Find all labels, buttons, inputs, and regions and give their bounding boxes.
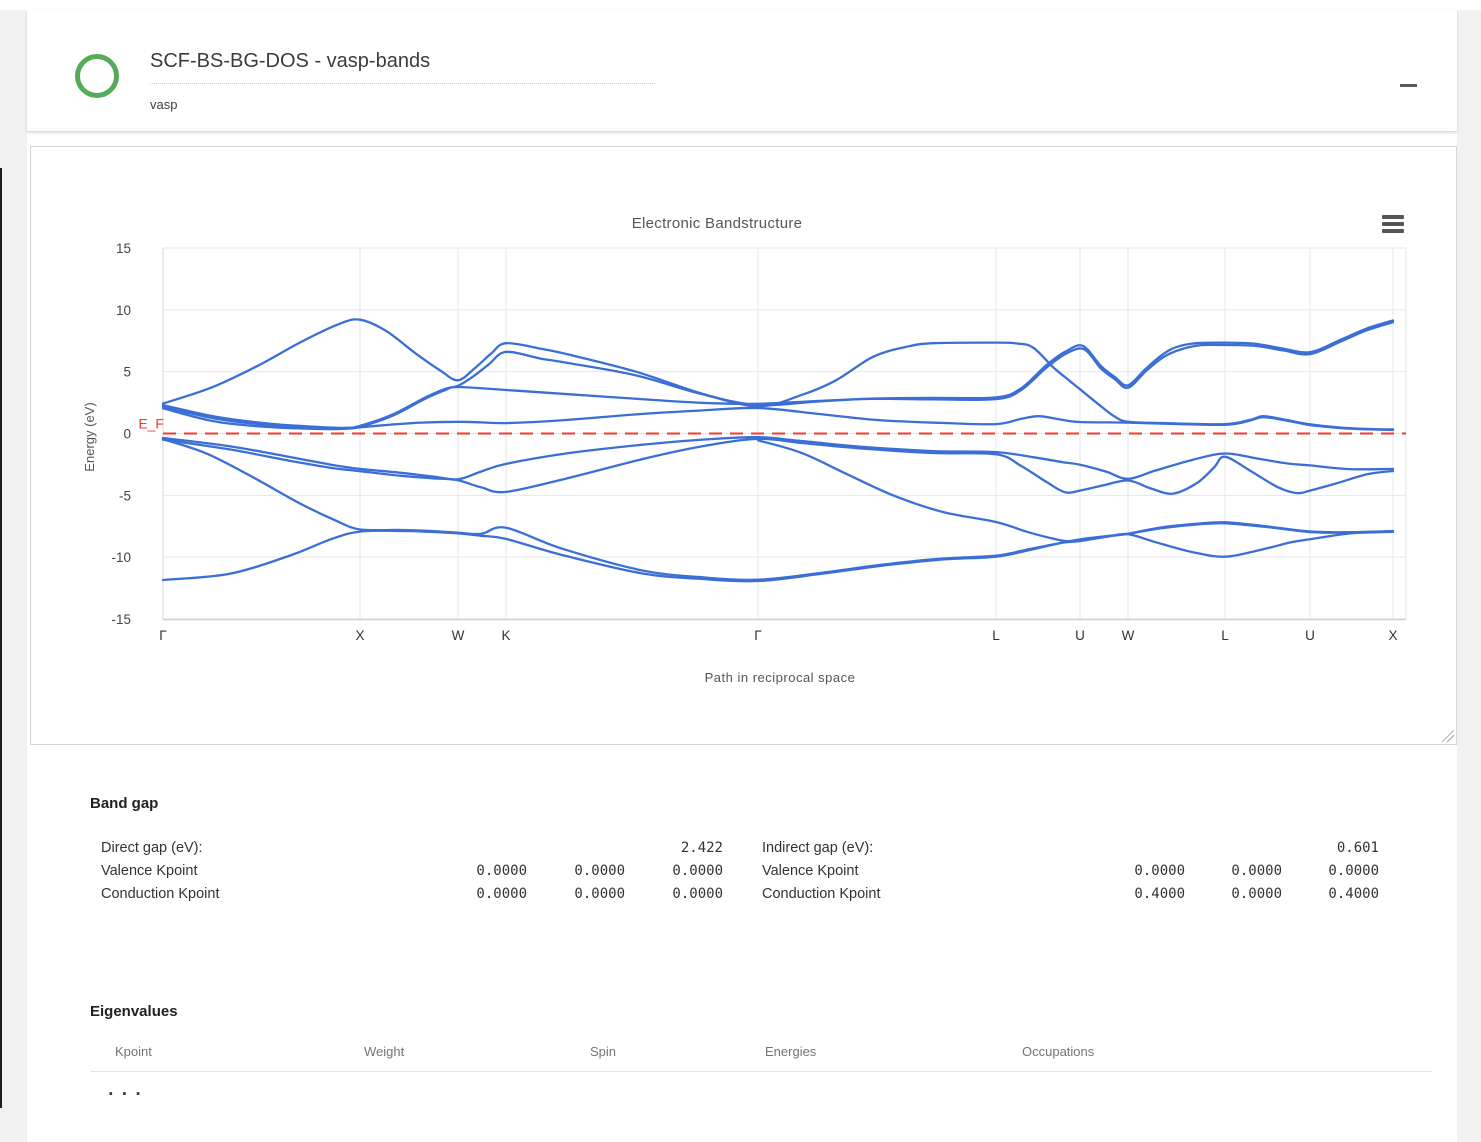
cell: 0.0000 xyxy=(476,862,527,879)
eigenvalues-heading: Eigenvalues xyxy=(90,1003,178,1020)
band-line-valence-2 xyxy=(161,438,1395,582)
svg-text:0: 0 xyxy=(123,427,131,442)
direct-gap-value: 2.422 xyxy=(680,839,723,856)
job-subtitle: vasp xyxy=(150,97,178,112)
valence-kpoint-label: Valence Kpoint xyxy=(762,862,859,879)
bandstructure-panel: E_F 15 10 5 0 -5 -10 -15 Γ X W K Γ L U W L U X Electronic B… xyxy=(30,146,1457,745)
cell: 0.0000 xyxy=(1231,885,1282,902)
eigenvalues-placeholder: ... xyxy=(106,1080,147,1099)
svg-text:X: X xyxy=(1388,628,1397,643)
svg-text:Electronic Bandstructure: Electronic Bandstructure xyxy=(632,215,803,232)
svg-text:10: 10 xyxy=(116,303,131,318)
window-edge-line xyxy=(0,168,2,1108)
svg-text:U: U xyxy=(1075,628,1085,643)
column-header-occupations: Occupations xyxy=(1022,1044,1095,1059)
column-header-kpoint: Kpoint xyxy=(115,1044,152,1059)
status-ring-icon xyxy=(75,54,119,98)
band-line-valence-hh2 xyxy=(161,437,1395,495)
bandstructure-chart-canvas[interactable]: E_F 15 10 5 0 -5 -10 -15 Γ X W K Γ L U W L U X Electronic B… xyxy=(31,147,1456,744)
hamburger-icon xyxy=(1382,222,1404,226)
svg-text:U: U xyxy=(1305,628,1315,643)
svg-text:L: L xyxy=(992,628,1000,643)
band-line-valence-1 xyxy=(161,521,1395,583)
svg-text:Γ: Γ xyxy=(754,628,762,643)
band-gap-indirect-table: Indirect gap (eV): 0.601 Valence Kpoint 0.… xyxy=(762,836,1379,905)
cell: 0.0000 xyxy=(672,862,723,879)
job-title[interactable]: SCF-BS-BG-DOS - vasp-bands xyxy=(150,50,655,84)
conduction-kpoint-label: Conduction Kpoint xyxy=(101,885,220,902)
band-gap-heading: Band gap xyxy=(90,795,159,812)
svg-text:5: 5 xyxy=(123,365,131,380)
svg-text:Γ: Γ xyxy=(159,628,167,643)
resize-grip[interactable] xyxy=(1442,730,1454,742)
indirect-gap-label: Indirect gap (eV): xyxy=(762,839,874,856)
svg-text:Energy (eV): Energy (eV) xyxy=(82,402,97,471)
cell: 0.0000 xyxy=(574,862,625,879)
svg-text:L: L xyxy=(1221,628,1229,643)
chart-menu-button[interactable] xyxy=(1380,211,1406,237)
band-line-valence-hh1 xyxy=(161,436,1395,481)
cell: 0.0000 xyxy=(1328,862,1379,879)
conduction-kpoint-label: Conduction Kpoint xyxy=(762,885,881,902)
minimize-button[interactable] xyxy=(1393,72,1423,98)
hamburger-icon xyxy=(1382,215,1404,219)
cell: 0.4000 xyxy=(1328,885,1379,902)
table-row: Indirect gap (eV): 0.601 xyxy=(762,836,1379,859)
band-line-conduction-a xyxy=(161,319,1395,430)
table-row: Valence Kpoint 0.0000 0.0000 0.0000 xyxy=(762,859,1379,882)
cell: 0.0000 xyxy=(672,885,723,902)
table-row: Conduction Kpoint 0.4000 0.0000 0.4000 xyxy=(762,882,1379,905)
svg-text:K: K xyxy=(501,628,510,643)
valence-kpoint-label: Valence Kpoint xyxy=(101,862,198,879)
svg-text:-15: -15 xyxy=(111,612,131,627)
cell: 0.0000 xyxy=(574,885,625,902)
svg-text:E_F: E_F xyxy=(138,416,164,432)
table-row: Conduction Kpoint 0.0000 0.0000 0.0000 xyxy=(101,882,723,905)
top-strip xyxy=(0,0,1481,10)
table-row: Direct gap (eV): 2.422 xyxy=(101,836,723,859)
minimize-icon xyxy=(1400,84,1417,87)
table-row: Valence Kpoint 0.0000 0.0000 0.0000 xyxy=(101,859,723,882)
svg-text:W: W xyxy=(1122,628,1135,643)
cell: 0.4000 xyxy=(1134,885,1185,902)
band-gap-direct-table: Direct gap (eV): 2.422 Valence Kpoint 0.00… xyxy=(101,836,723,905)
cell: 0.0000 xyxy=(1231,862,1282,879)
table-divider xyxy=(90,1071,1432,1072)
column-header-spin: Spin xyxy=(590,1044,617,1059)
band-line-conduction-min xyxy=(161,406,1395,432)
direct-gap-label: Direct gap (eV): xyxy=(101,839,203,856)
svg-text:15: 15 xyxy=(116,241,131,256)
column-header-energies: Energies xyxy=(765,1044,817,1059)
band-line-conduction-upper xyxy=(161,318,1395,431)
hamburger-icon xyxy=(1382,229,1404,233)
svg-text:-10: -10 xyxy=(111,550,131,565)
band-line-valence-3 xyxy=(756,439,1395,543)
band-line-conduction-b xyxy=(161,321,1395,430)
svg-text:W: W xyxy=(452,628,465,643)
svg-text:Path in reciprocal space: Path in reciprocal space xyxy=(705,670,856,685)
svg-text:-5: -5 xyxy=(119,488,131,503)
cell: 0.0000 xyxy=(1134,862,1185,879)
cell: 0.0000 xyxy=(476,885,527,902)
column-header-weight: Weight xyxy=(364,1044,405,1059)
job-header-card: SCF-BS-BG-DOS - vasp-bands vasp xyxy=(27,10,1457,132)
indirect-gap-value: 0.601 xyxy=(1336,839,1379,856)
svg-text:X: X xyxy=(355,628,364,643)
